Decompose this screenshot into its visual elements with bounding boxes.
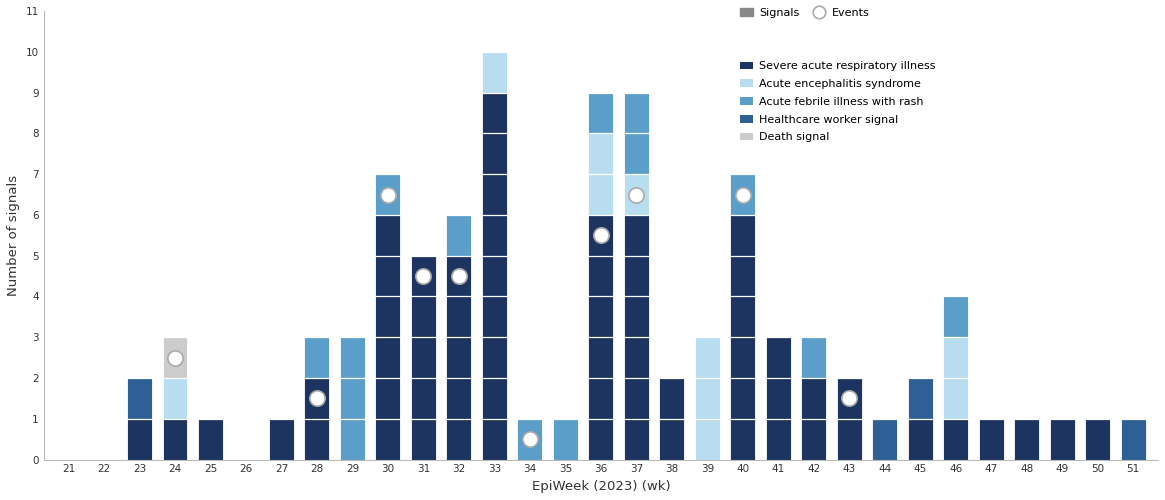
Bar [730, 174, 755, 215]
Bar [411, 256, 436, 460]
X-axis label: EpiWeek (2023) (wk): EpiWeek (2023) (wk) [531, 480, 670, 493]
Bar [944, 419, 968, 460]
Bar [694, 338, 720, 460]
Bar [588, 215, 613, 460]
Bar [517, 419, 542, 460]
Y-axis label: Number of signals: Number of signals [7, 174, 20, 296]
Bar [730, 215, 755, 460]
Bar [1086, 419, 1110, 460]
Bar [482, 92, 507, 460]
Bar [802, 378, 826, 460]
Bar [908, 419, 933, 460]
Bar [446, 215, 472, 256]
Bar [482, 52, 507, 92]
Bar [340, 338, 365, 460]
Bar [269, 419, 294, 460]
Bar [304, 338, 330, 378]
Bar [802, 338, 826, 378]
Bar [375, 174, 401, 215]
Legend: Severe acute respiratory illness, Acute encephalitis syndrome, Acute febrile ill: Severe acute respiratory illness, Acute … [740, 62, 935, 142]
Bar [127, 419, 151, 460]
Bar [446, 256, 472, 460]
Bar [375, 215, 401, 460]
Bar [624, 174, 649, 215]
Bar [588, 92, 613, 134]
Bar [588, 134, 613, 215]
Bar [553, 419, 578, 460]
Bar [765, 338, 791, 460]
Bar [944, 296, 968, 338]
Bar [873, 419, 897, 460]
Bar [1015, 419, 1039, 460]
Bar [659, 378, 684, 460]
Bar [1121, 419, 1145, 460]
Bar [127, 378, 151, 419]
Bar [162, 419, 188, 460]
Bar [162, 338, 188, 378]
Bar [908, 378, 933, 419]
Bar [624, 92, 649, 174]
Bar [624, 215, 649, 460]
Bar [979, 419, 1004, 460]
Bar [836, 378, 862, 460]
Bar [162, 378, 188, 419]
Bar [198, 419, 223, 460]
Bar [944, 338, 968, 419]
Bar [304, 378, 330, 460]
Bar [1050, 419, 1074, 460]
